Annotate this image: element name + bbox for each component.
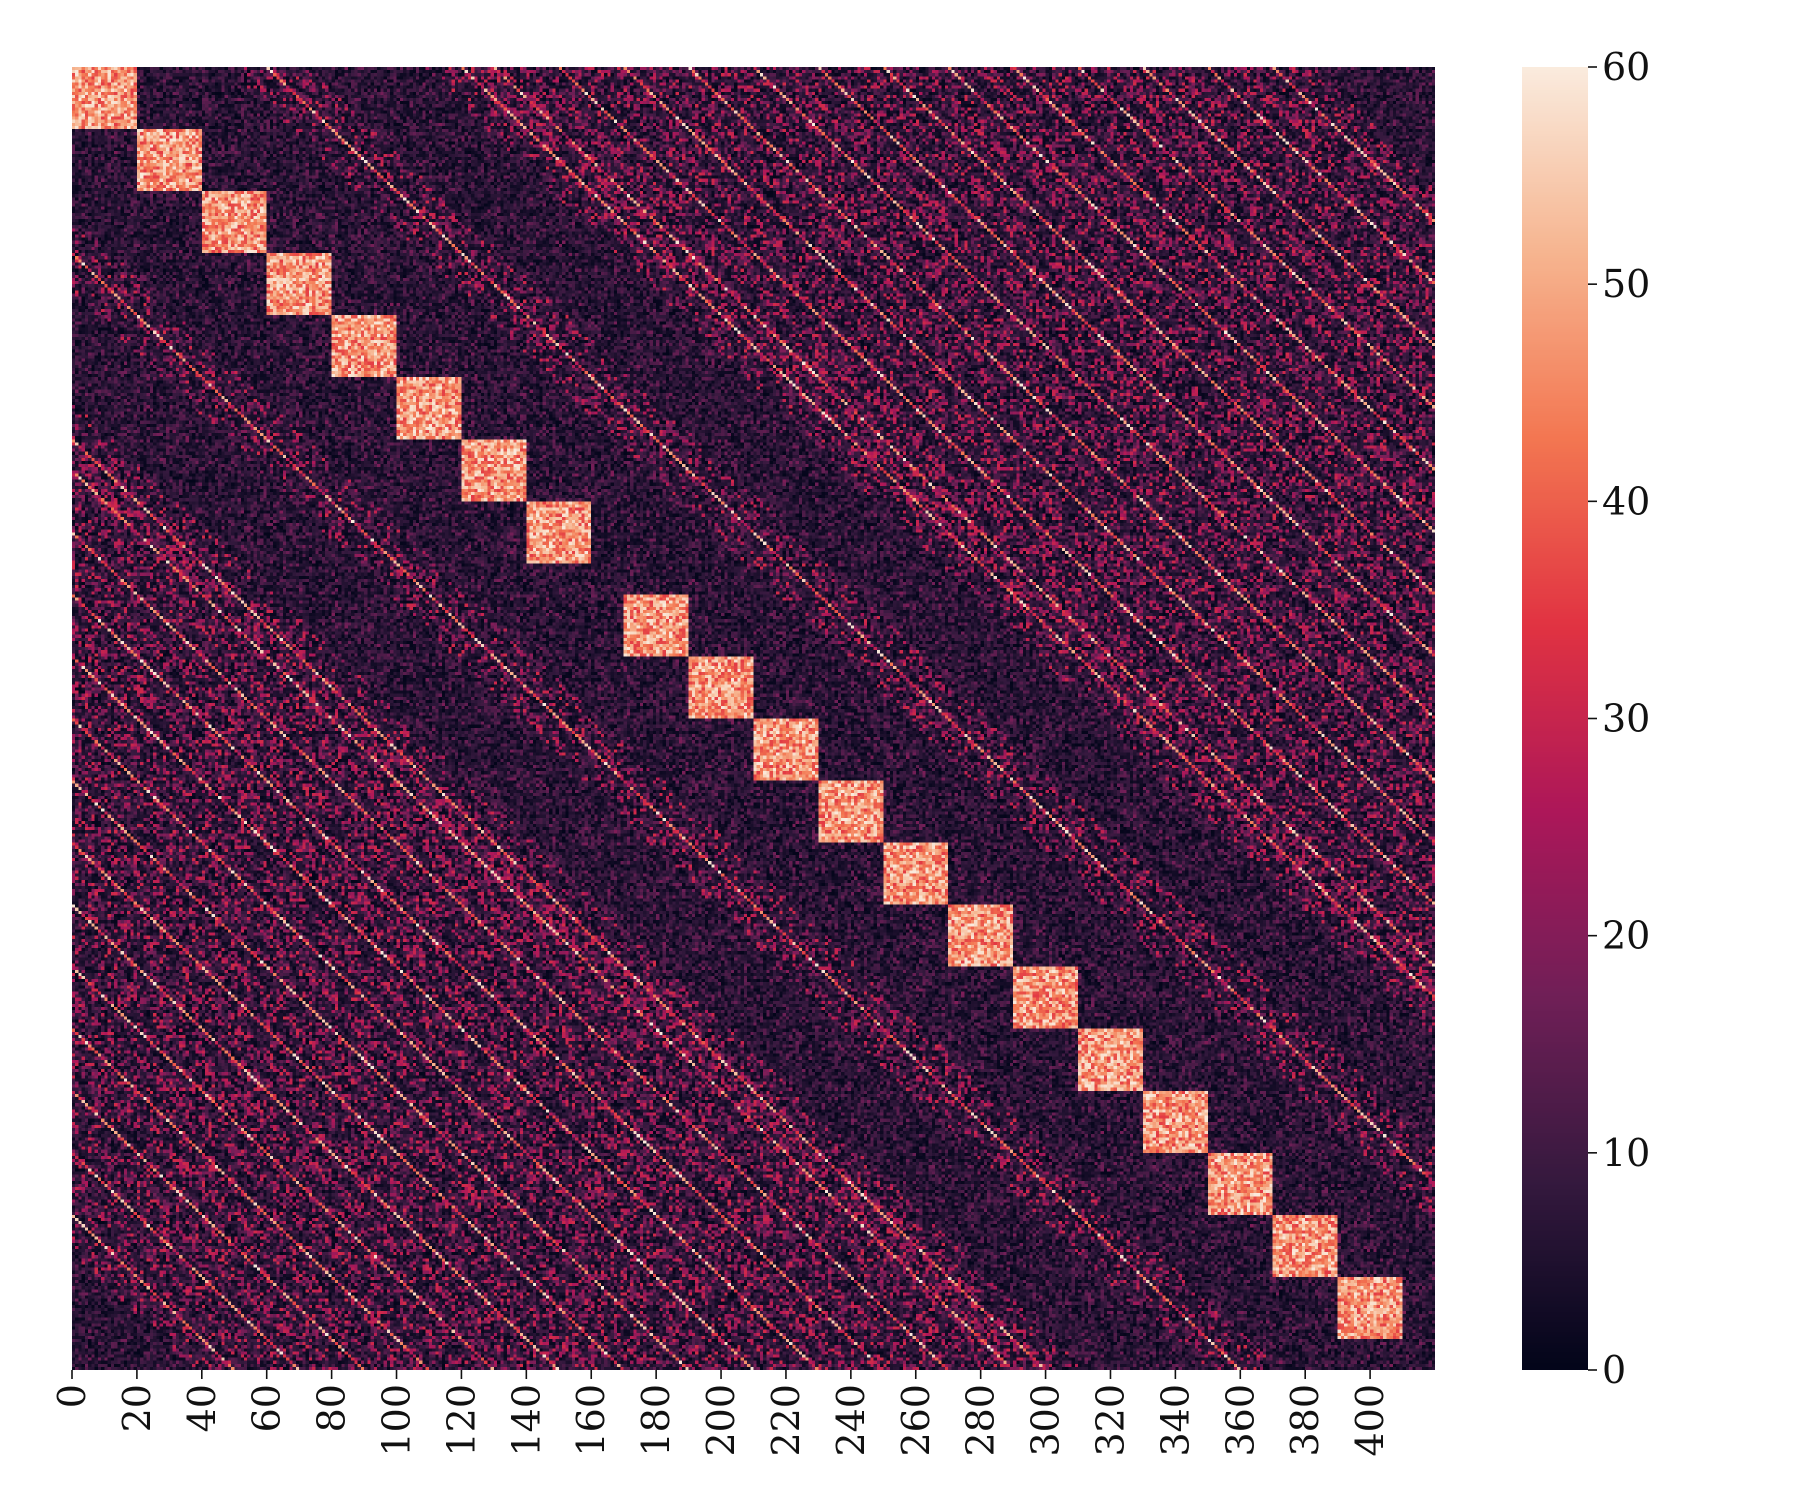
- x-axis: 0 20 40 60 80 100 120 140 160 180 200 220 240 260 280 3…: [50, 1370, 1392, 1457]
- x-tick-label: 220: [764, 1384, 808, 1457]
- colorbar: [1522, 67, 1588, 1370]
- x-tick-label: 360: [1218, 1384, 1262, 1457]
- x-tick-label: 200: [699, 1384, 743, 1457]
- x-tick-label: 100: [375, 1384, 419, 1457]
- x-tick-label: 300: [1024, 1384, 1068, 1457]
- x-tick-label: 180: [634, 1384, 678, 1457]
- x-tick-label: 20: [115, 1384, 159, 1432]
- colorbar-axis: 0 10 20 30 40 50 60: [1588, 45, 1650, 1392]
- colorbar-tick-label: 50: [1602, 262, 1650, 306]
- colorbar-tick-label: 20: [1602, 914, 1650, 958]
- x-tick-label: 380: [1283, 1384, 1327, 1457]
- x-tick-label: 240: [829, 1384, 873, 1457]
- x-tick-label: 80: [310, 1384, 354, 1432]
- x-tick-label: 280: [959, 1384, 1003, 1457]
- colorbar-tick-label: 0: [1602, 1348, 1626, 1392]
- x-tick-label: 400: [1348, 1384, 1392, 1457]
- x-tick-label: 140: [504, 1384, 548, 1457]
- x-tick-label: 260: [894, 1384, 938, 1457]
- colorbar-tick-label: 10: [1602, 1131, 1650, 1175]
- x-tick-label: 160: [569, 1384, 613, 1457]
- x-tick-label: 340: [1153, 1384, 1197, 1457]
- x-tick-label: 320: [1088, 1384, 1132, 1457]
- colorbar-tick-label: 40: [1602, 479, 1650, 523]
- heatmap-plot-area: [72, 67, 1435, 1370]
- x-tick-label: 40: [180, 1384, 224, 1432]
- colorbar-tick-label: 60: [1602, 45, 1650, 89]
- x-tick-label: 120: [439, 1384, 483, 1457]
- x-tick-label: 60: [245, 1384, 289, 1432]
- x-tick-label: 0: [50, 1384, 94, 1408]
- colorbar-tick-label: 30: [1602, 697, 1650, 741]
